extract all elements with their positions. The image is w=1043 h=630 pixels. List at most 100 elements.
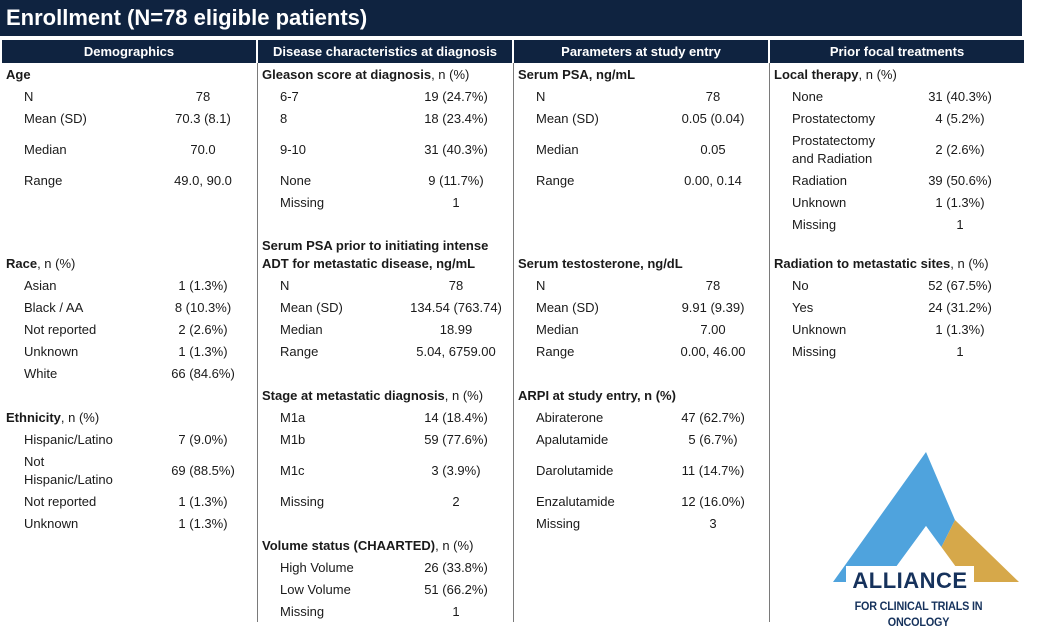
row-label: Abiraterone [536, 410, 604, 425]
row-label: Unknown [792, 322, 847, 337]
row-label: Range [536, 344, 575, 359]
row-label: 9-10 [280, 142, 307, 157]
row-value: 1 (1.3%) [178, 516, 228, 531]
row-value: 1 (1.3%) [935, 322, 985, 337]
header-disease-characteristics: Disease characteristics at diagnosis [258, 40, 512, 63]
row-label: Low Volume [280, 582, 351, 597]
row-label: Missing [280, 195, 325, 210]
row-value: 78 [705, 278, 721, 293]
row-label: Apalutamide [536, 432, 609, 447]
section-title-continued: ADT for metastatic disease, ng/mL [262, 256, 476, 271]
section-title: Serum PSA prior to initiating intense [262, 238, 489, 253]
row-label: 8 [280, 111, 288, 126]
row-label: Hispanic/Latino [24, 432, 113, 447]
row-value: 0.00, 0.14 [684, 173, 742, 188]
row-value: 1 [452, 604, 460, 619]
row-value: 47 (62.7%) [681, 410, 745, 425]
row-label: White [24, 366, 58, 381]
row-label: Not reported [24, 322, 97, 337]
section-title: Age [6, 67, 31, 82]
row-label: Missing [280, 604, 325, 619]
row-label: Asian [24, 278, 57, 293]
row-value: 78 [195, 89, 211, 104]
row-value: 3 [709, 516, 717, 531]
row-value: 31 (40.3%) [928, 89, 992, 104]
row-label: Enzalutamide [536, 494, 615, 509]
row-value: 8 (10.3%) [174, 300, 232, 315]
row-value: 14 (18.4%) [424, 410, 488, 425]
row-value: 1 [956, 217, 964, 232]
row-label: Unknown [24, 516, 79, 531]
row-value: 18.99 [439, 322, 473, 337]
row-value: 0.05 (0.04) [681, 111, 745, 126]
row-value: 31 (40.3%) [424, 142, 488, 157]
row-value: 5.04, 6759.00 [416, 344, 496, 359]
row-label: M1c [280, 463, 305, 478]
row-value: 2 (2.6%) [178, 322, 228, 337]
row-value: 24 (31.2%) [928, 300, 992, 315]
row-value: 0.00, 46.00 [680, 344, 746, 359]
section-title: Ethnicity, n (%) [6, 410, 100, 425]
row-label: Black / AA [24, 300, 84, 315]
row-label: Unknown [792, 195, 847, 210]
row-value: 3 (3.9%) [431, 463, 481, 478]
row-value: 2 (2.6%) [935, 142, 985, 157]
row-label: Prostatectomy and Radiation [792, 133, 876, 166]
row-value: 18 (23.4%) [424, 111, 488, 126]
section-title: Stage at metastatic diagnosis, n (%) [262, 388, 484, 403]
row-value: 0.05 [700, 142, 726, 157]
column-divider [513, 63, 514, 622]
row-label: Range [280, 344, 319, 359]
row-label: Mean (SD) [536, 111, 599, 126]
row-value: 12 (16.0%) [681, 494, 745, 509]
row-label: M1a [280, 410, 306, 425]
row-value: 7.00 [700, 322, 726, 337]
logo-tagline: FOR CLINICAL TRIALS IN ONCOLOGY [854, 599, 983, 629]
row-value: 70.3 (8.1) [175, 111, 231, 126]
row-label: Mean (SD) [24, 111, 87, 126]
row-value: 78 [705, 89, 721, 104]
row-value: 1 (1.3%) [178, 278, 228, 293]
section-title: Serum PSA, ng/mL [518, 67, 636, 82]
row-label: Median [536, 322, 579, 337]
row-value: 134.54 (763.74) [410, 300, 502, 315]
row-label: Median [24, 142, 67, 157]
row-value: 39 (50.6%) [928, 173, 992, 188]
logo-wordmark: ALLIANCE [846, 566, 974, 596]
header-demographics: Demographics [2, 40, 256, 63]
section-title: ARPI at study entry, n (%) [518, 388, 676, 403]
column-divider [257, 63, 258, 622]
header-study-entry-parameters: Parameters at study entry [514, 40, 768, 63]
section-title: Local therapy, n (%) [774, 67, 897, 82]
row-value: 70.0 [190, 142, 216, 157]
row-value: 1 [956, 344, 964, 359]
row-value: 1 (1.3%) [935, 195, 985, 210]
row-label: N [280, 278, 290, 293]
row-label: Missing [280, 494, 325, 509]
row-label: N [536, 89, 546, 104]
row-value: 4 (5.2%) [935, 111, 985, 126]
row-label: Range [24, 173, 63, 188]
section-title: Serum testosterone, ng/dL [518, 256, 683, 271]
row-label: Yes [792, 300, 814, 315]
column-divider [769, 63, 770, 622]
row-value: 52 (67.5%) [928, 278, 992, 293]
logo-blue-triangle [833, 452, 955, 582]
row-label: N [24, 89, 34, 104]
row-label: M1b [280, 432, 306, 447]
row-value: 78 [448, 278, 464, 293]
row-label: Prostatectomy [792, 111, 876, 126]
row-label: High Volume [280, 560, 354, 575]
page-title: Enrollment (N=78 eligible patients) [0, 0, 1022, 36]
row-value: 11 (14.7%) [681, 463, 745, 478]
row-label: Radiation [792, 173, 847, 188]
row-label: Median [280, 322, 323, 337]
row-value: 1 (1.3%) [178, 344, 228, 359]
row-label: None [280, 173, 312, 188]
row-value: 2 [452, 494, 460, 509]
row-label: Not reported [24, 494, 97, 509]
row-value: 7 (9.0%) [178, 432, 228, 447]
section-title: Radiation to metastatic sites, n (%) [774, 256, 989, 271]
row-label: None [792, 89, 824, 104]
section-title: Gleason score at diagnosis, n (%) [262, 67, 470, 82]
